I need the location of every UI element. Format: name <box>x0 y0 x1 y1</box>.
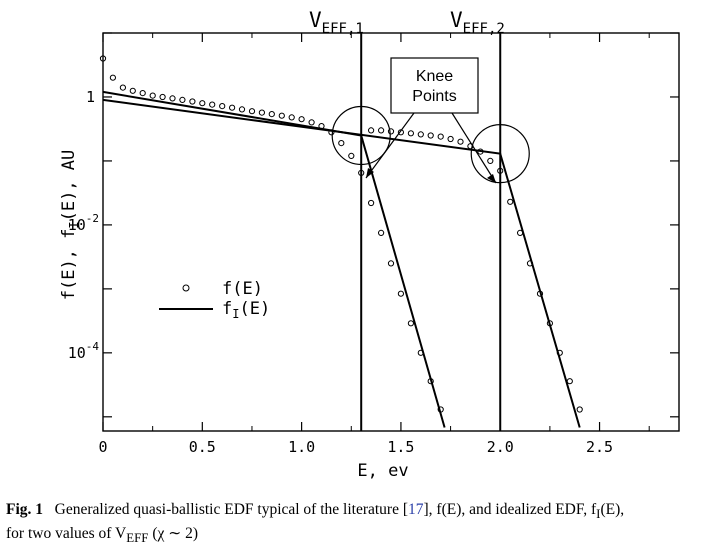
legend: f(E) fI(E) <box>159 279 270 321</box>
data-point <box>169 95 176 102</box>
caption-ref-link[interactable]: 17 <box>408 501 424 518</box>
data-point <box>258 109 265 116</box>
data-point <box>437 406 444 413</box>
data-point <box>238 106 246 113</box>
annotation-box <box>390 57 479 114</box>
data-point <box>407 130 414 137</box>
data-point <box>149 92 156 99</box>
series-line-2 <box>102 98 581 428</box>
data-point <box>566 378 573 385</box>
data-point <box>427 132 434 139</box>
vline-label-2: VEFF,2 <box>450 8 505 37</box>
series-line-1 <box>102 90 446 428</box>
data-point <box>129 87 136 94</box>
legend-label-fi: fI(E) <box>222 299 270 321</box>
data-point <box>487 157 494 164</box>
data-point <box>437 133 444 140</box>
data-point <box>139 90 146 97</box>
data-point <box>159 93 166 101</box>
data-point <box>199 100 206 107</box>
data-point <box>219 103 226 110</box>
knee-circle-2 <box>470 124 530 184</box>
data-point <box>477 148 484 155</box>
x-tick-label: 2.5 <box>586 438 613 456</box>
caption-text-b: ], f(E), and idealized EDF, f <box>423 501 597 518</box>
data-point <box>507 198 514 205</box>
annotation-line1: Knee <box>416 68 453 85</box>
data-point <box>248 108 256 115</box>
y-tick-label: 1 <box>86 88 95 106</box>
data-point <box>457 138 464 145</box>
y-tick-label: 10-2 <box>68 212 99 234</box>
data-point <box>387 128 395 135</box>
vline-label-1: VEFF,1 <box>309 8 364 37</box>
y-axis-label: f(E), fI(E), AU <box>59 150 81 301</box>
x-tick-label: 0 <box>98 438 107 456</box>
annotation-arrow-2 <box>451 112 497 184</box>
knee-circle-1 <box>331 105 391 166</box>
data-point <box>417 349 424 356</box>
data-point <box>546 320 554 327</box>
x-tick-label: 1.0 <box>288 438 315 456</box>
x-tick-label: 1.5 <box>387 438 414 456</box>
data-point <box>318 123 325 130</box>
data-point <box>378 229 385 236</box>
data-point <box>517 229 524 236</box>
legend-label-f: f(E) <box>222 279 263 299</box>
data-point <box>387 260 395 267</box>
data-point <box>119 84 127 91</box>
data-point <box>179 96 186 104</box>
data-point <box>536 290 544 297</box>
data-point <box>288 114 295 121</box>
x-tick-label: 2.0 <box>487 438 514 456</box>
data-point <box>397 290 404 297</box>
data-point <box>576 406 583 413</box>
data-point <box>407 320 414 327</box>
data-point <box>397 129 404 136</box>
data-point <box>447 135 454 143</box>
data-point <box>189 98 196 105</box>
annotation-line2: Points <box>412 88 456 105</box>
data-point <box>109 74 117 81</box>
caption-line2-a: for two values of V <box>6 525 127 543</box>
data-point <box>298 116 305 123</box>
x-axis-label: E, ev <box>357 461 408 481</box>
plot-frame <box>102 32 680 432</box>
legend-circle-marker <box>182 284 190 292</box>
data-point <box>368 127 375 134</box>
caption-sub-eff: EFF <box>126 530 149 546</box>
data-point <box>278 112 285 119</box>
data-point <box>368 199 375 207</box>
data-point <box>328 129 335 136</box>
x-tick-label: 0.5 <box>189 438 216 456</box>
caption-label: Fig. 1 <box>6 501 44 518</box>
data-point <box>229 104 236 111</box>
data-point <box>556 349 563 356</box>
data-point <box>378 127 385 134</box>
figure-caption: Fig. 1 Generalized quasi-ballistic EDF t… <box>6 500 712 548</box>
data-point <box>308 119 315 126</box>
annotation-arrow-1 <box>365 112 415 179</box>
data-point <box>268 111 275 118</box>
data-point <box>427 378 434 385</box>
y-tick-label: 10-4 <box>68 340 100 362</box>
caption-text-c: (E), <box>600 501 625 518</box>
caption-line2-b: (χ ∼ 2) <box>148 525 199 543</box>
data-point <box>417 131 424 138</box>
caption-sub-i: I <box>596 506 601 522</box>
caption-text-a: Generalized quasi-ballistic EDF typical … <box>54 501 409 518</box>
data-point <box>348 152 355 159</box>
data-point <box>338 140 345 147</box>
data-point <box>526 260 534 267</box>
data-point <box>209 101 216 108</box>
